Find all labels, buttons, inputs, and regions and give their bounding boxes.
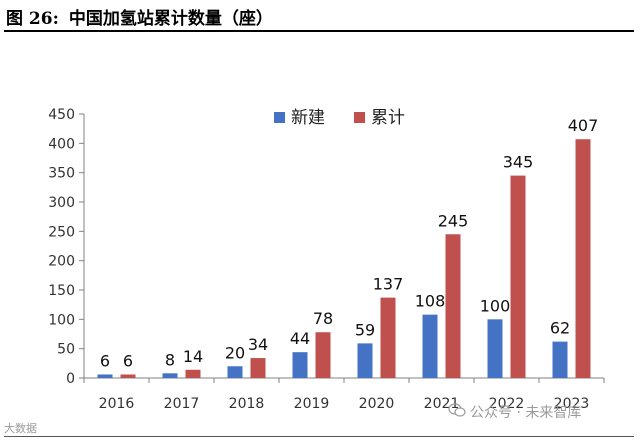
y-tick-label: 350 bbox=[48, 166, 75, 182]
watermark-right: 公众号 · 未来智库 bbox=[470, 405, 582, 421]
bar-new-2018 bbox=[227, 366, 243, 378]
bar-cumulative-2023 bbox=[575, 139, 591, 378]
x-tick-label: 2016 bbox=[99, 396, 135, 412]
x-tick-label: 2023 bbox=[554, 396, 590, 412]
data-label: 6 bbox=[123, 351, 133, 370]
bar-cumulative-2016 bbox=[120, 374, 136, 378]
bar-new-2019 bbox=[292, 352, 308, 378]
y-tick-label: 450 bbox=[48, 107, 75, 123]
bar-new-2022 bbox=[487, 319, 503, 378]
data-label: 407 bbox=[568, 116, 599, 135]
figure-number: 图 26: bbox=[6, 9, 59, 29]
y-tick-label: 300 bbox=[48, 195, 75, 211]
bar-new-2017 bbox=[162, 373, 178, 378]
y-tick-label: 200 bbox=[48, 254, 75, 270]
y-tick-label: 50 bbox=[57, 342, 75, 358]
y-tick-label: 150 bbox=[48, 283, 75, 299]
bar-new-2016 bbox=[97, 374, 113, 378]
data-label: 345 bbox=[503, 153, 534, 172]
x-tick-label: 2020 bbox=[359, 396, 395, 412]
data-label: 78 bbox=[313, 309, 333, 328]
y-tick-label: 400 bbox=[48, 136, 75, 152]
data-label: 34 bbox=[248, 335, 268, 354]
data-label: 100 bbox=[480, 296, 511, 315]
data-label: 62 bbox=[550, 319, 570, 338]
bar-cumulative-2019 bbox=[315, 332, 331, 378]
title-rule bbox=[4, 30, 634, 32]
x-tick-label: 2018 bbox=[229, 396, 265, 412]
bar-cumulative-2018 bbox=[250, 358, 266, 378]
data-label: 14 bbox=[183, 347, 203, 366]
data-label: 44 bbox=[290, 329, 310, 348]
data-label: 245 bbox=[438, 211, 469, 230]
data-label: 59 bbox=[355, 320, 375, 339]
x-tick-label: 2022 bbox=[489, 396, 525, 412]
data-label: 137 bbox=[373, 275, 404, 294]
bar-new-2023 bbox=[552, 341, 568, 378]
figure-title: 图 26: 中国加氢站累计数量（座） bbox=[6, 4, 273, 29]
bar-cumulative-2021 bbox=[445, 234, 461, 378]
legend-cumulative-swatch bbox=[354, 112, 365, 123]
x-tick-label: 2021 bbox=[424, 396, 460, 412]
data-label: 8 bbox=[165, 350, 175, 369]
data-label: 20 bbox=[225, 343, 245, 362]
y-tick-label: 100 bbox=[48, 312, 75, 328]
bar-new-2021 bbox=[422, 314, 438, 378]
data-label: 108 bbox=[415, 292, 446, 311]
y-tick-label: 250 bbox=[48, 224, 75, 240]
bar-cumulative-2017 bbox=[185, 369, 201, 378]
legend-new-label: 新建 bbox=[291, 108, 325, 128]
legend-new-swatch bbox=[274, 112, 285, 123]
data-label: 6 bbox=[100, 351, 110, 370]
bar-cumulative-2020 bbox=[380, 297, 396, 378]
bar-new-2020 bbox=[357, 343, 373, 378]
bottom-rule bbox=[4, 436, 634, 437]
x-tick-label: 2019 bbox=[294, 396, 330, 412]
x-tick-label: 2017 bbox=[164, 396, 200, 412]
y-tick-label: 0 bbox=[66, 371, 75, 387]
bar-cumulative-2022 bbox=[510, 175, 526, 378]
figure-title-text: 中国加氢站累计数量（座） bbox=[68, 9, 273, 29]
legend-cumulative-label: 累计 bbox=[371, 108, 405, 128]
watermark-left: 大数据 bbox=[4, 422, 37, 435]
wechat-icon bbox=[448, 403, 466, 417]
